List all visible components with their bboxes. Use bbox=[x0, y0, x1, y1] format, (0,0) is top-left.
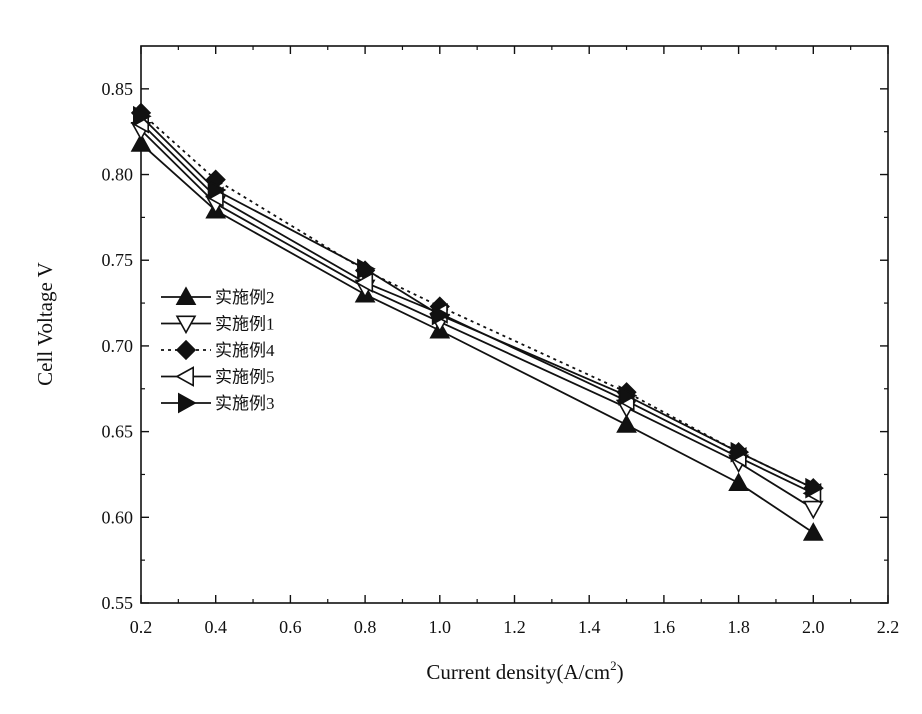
y-tick-label: 0.60 bbox=[102, 507, 134, 527]
x-axis-label-suffix: ) bbox=[617, 660, 624, 684]
data-point-marker bbox=[431, 304, 451, 326]
x-tick-label: 1.8 bbox=[727, 617, 750, 637]
x-tick-label: 0.8 bbox=[354, 617, 377, 637]
legend-marker bbox=[178, 392, 197, 414]
legend-marker bbox=[175, 366, 194, 387]
legend-label: 实施例5 bbox=[215, 368, 275, 387]
legend-label: 实施例2 bbox=[215, 288, 275, 307]
x-axis-label-superscript: 2 bbox=[610, 658, 617, 673]
x-axis-label-main: Current density(A/cm bbox=[426, 660, 610, 684]
data-point-marker bbox=[730, 441, 750, 463]
y-tick-label: 0.55 bbox=[102, 593, 134, 613]
data-point-marker bbox=[618, 385, 638, 406]
x-tick-label: 1.0 bbox=[429, 617, 452, 637]
x-tick-label: 2.0 bbox=[802, 617, 825, 637]
y-tick-label: 0.85 bbox=[102, 79, 134, 99]
data-point-marker bbox=[805, 477, 824, 499]
axes: 0.2 0.4 0.6 0.8 1.0 1.2 1.4 1.6 1.8 2.0 2.2 0.55 0.6… bbox=[102, 45, 900, 637]
data-point-marker bbox=[133, 105, 152, 127]
legend-marker bbox=[175, 339, 197, 361]
data-point-marker bbox=[207, 179, 227, 201]
x-tick-label: 0.4 bbox=[204, 617, 227, 637]
data-point-marker bbox=[354, 272, 374, 293]
legend-entry: 实施例1 bbox=[161, 315, 275, 335]
y-tick-label: 0.80 bbox=[102, 165, 134, 185]
y-tick-label: 0.70 bbox=[102, 336, 134, 356]
legend-entry: 实施例3 bbox=[161, 392, 275, 414]
legend: 实施例2 实施例1 实施例4 实施例5 实施例3 bbox=[161, 286, 275, 414]
legend-entry: 实施例4 bbox=[161, 339, 275, 361]
x-tick-label: 1.6 bbox=[653, 617, 676, 637]
data-point-marker bbox=[802, 500, 824, 520]
data-point-marker bbox=[616, 414, 637, 433]
series-4 bbox=[130, 112, 822, 504]
legend-marker bbox=[175, 286, 197, 306]
series-1 bbox=[130, 133, 824, 541]
legend-label: 实施例4 bbox=[215, 341, 275, 360]
data-point-marker bbox=[728, 472, 749, 492]
data-point-marker bbox=[357, 258, 376, 280]
x-tick-label: 0.2 bbox=[130, 617, 153, 637]
x-tick-label: 1.4 bbox=[578, 617, 601, 637]
series-layer bbox=[130, 102, 824, 541]
legend-label: 实施例1 bbox=[215, 315, 275, 334]
x-axis-label: Current density(A/cm2) bbox=[426, 658, 623, 684]
y-tick-label: 0.65 bbox=[102, 422, 134, 442]
data-point-marker bbox=[130, 133, 152, 152]
x-tick-label: 1.2 bbox=[503, 617, 526, 637]
y-axis-label: Cell Voltage V bbox=[33, 262, 57, 386]
legend-entry: 实施例5 bbox=[161, 366, 275, 387]
series-5 bbox=[133, 105, 824, 499]
y-tick-label: 0.75 bbox=[102, 250, 134, 270]
legend-marker bbox=[175, 315, 197, 335]
legend-entry: 实施例2 bbox=[161, 286, 275, 307]
x-tick-label: 2.2 bbox=[877, 617, 900, 637]
data-point-marker bbox=[802, 522, 824, 541]
legend-label: 实施例3 bbox=[215, 394, 275, 413]
x-tick-label: 0.6 bbox=[279, 617, 302, 637]
